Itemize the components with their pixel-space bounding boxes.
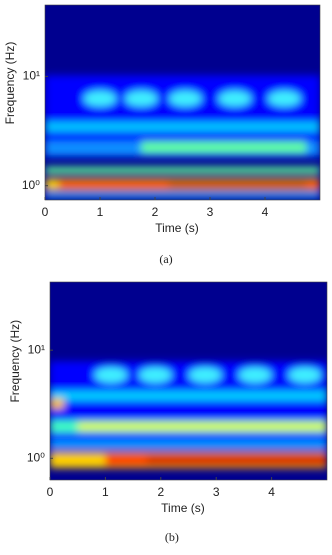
energy-bands xyxy=(50,361,327,469)
y-tick-label: 10⁰ xyxy=(22,178,40,192)
x-tick-label: 2 xyxy=(157,485,164,499)
spectrogram xyxy=(45,5,320,200)
band xyxy=(45,192,320,199)
blob xyxy=(138,367,172,383)
plot-frame xyxy=(44,4,321,201)
x-axis-label: Time (s) xyxy=(161,501,205,515)
blob xyxy=(218,90,252,107)
spectrogram xyxy=(50,282,327,480)
x-tick-label: 2 xyxy=(152,205,159,219)
y-axis-label: Frequency (Hz) xyxy=(8,320,22,403)
band xyxy=(50,440,327,449)
x-tick-label: 4 xyxy=(268,485,275,499)
band xyxy=(146,456,327,465)
band xyxy=(168,181,307,188)
blob xyxy=(83,90,117,107)
y-axis-label: Frequency (Hz) xyxy=(3,42,17,125)
x-tick-label: 0 xyxy=(47,485,54,499)
band xyxy=(50,361,327,451)
blob xyxy=(94,367,128,383)
band xyxy=(50,390,327,401)
plot-frame xyxy=(49,281,328,481)
x-tick-label: 3 xyxy=(213,485,220,499)
band xyxy=(77,422,327,431)
x-axis-label: Time (s) xyxy=(155,221,199,235)
x-tick-label: 3 xyxy=(207,205,214,219)
blob xyxy=(267,90,301,107)
blob xyxy=(168,90,202,107)
band xyxy=(50,398,64,409)
caption: (a) xyxy=(159,252,172,266)
blob xyxy=(124,90,158,107)
blob xyxy=(238,367,272,383)
caption: (b) xyxy=(165,530,179,544)
blob xyxy=(288,367,322,383)
y-tick-label: 10⁰ xyxy=(27,450,45,464)
y-tick-label: 10¹ xyxy=(28,342,45,356)
blob xyxy=(188,367,222,383)
band xyxy=(141,141,307,154)
band xyxy=(45,166,320,174)
x-tick-label: 1 xyxy=(102,485,109,499)
x-tick-label: 0 xyxy=(42,205,49,219)
x-tick-label: 4 xyxy=(262,205,269,219)
x-tick-label: 1 xyxy=(97,205,104,219)
y-tick-label: 10¹ xyxy=(23,69,40,83)
energy-bands xyxy=(45,75,320,199)
band xyxy=(45,122,320,132)
